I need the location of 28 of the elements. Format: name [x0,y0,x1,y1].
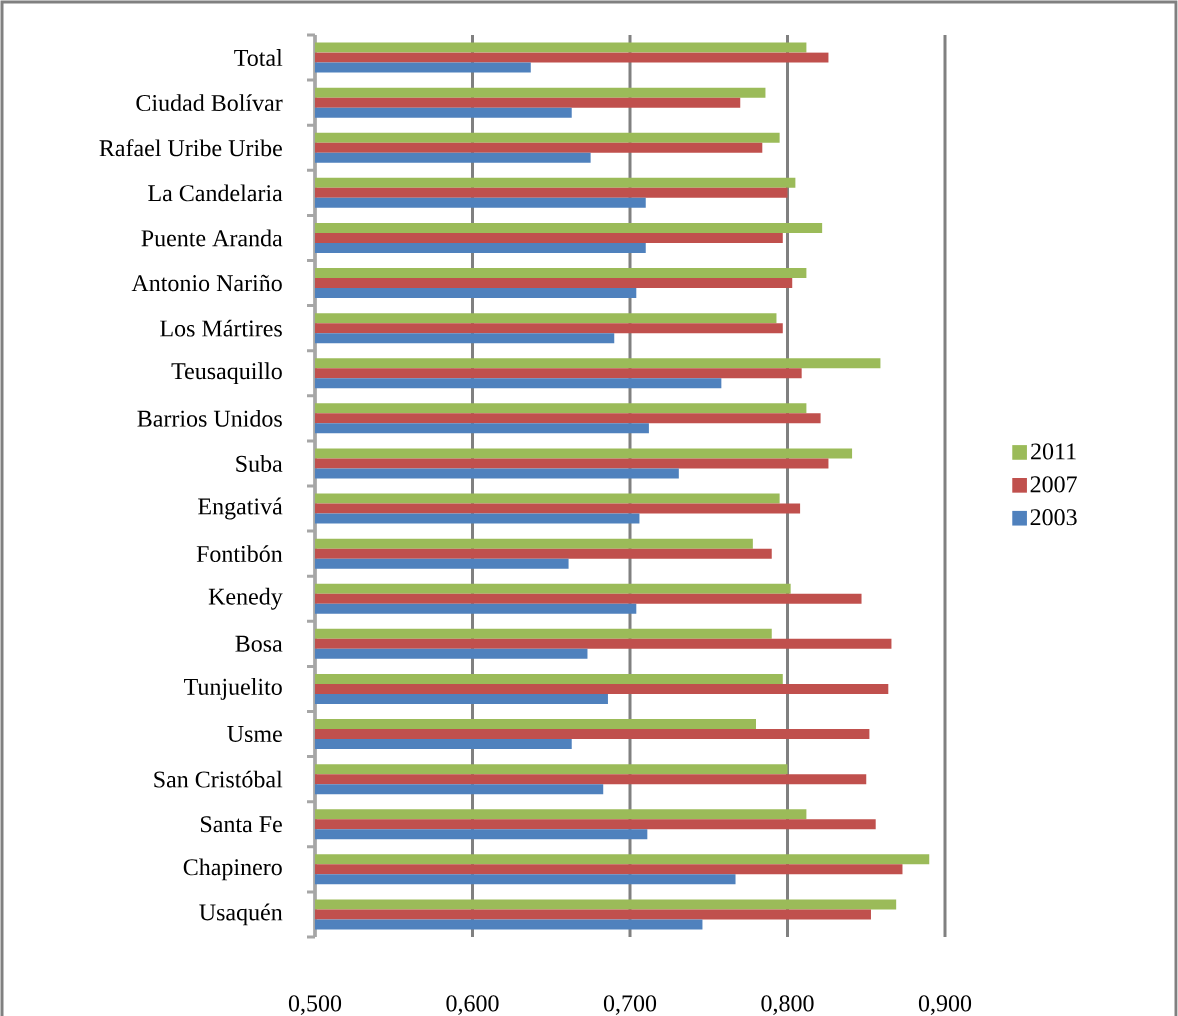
y-tick-label: Usme [227,726,282,743]
y-tick-label: Teusaquillo [171,362,282,385]
x-tick-label: 0,700 [603,995,657,1015]
y-tick-label: Puente Aranda [141,229,283,247]
y-tick-label: Engativá [198,497,283,520]
y-tick-label: Rafael Uribe Uribe [99,139,282,157]
legend-label: 2003 [1030,509,1077,526]
y-tick-label: Antonio Nariño [131,274,282,292]
y-tick-label: Santa Fe [201,816,282,833]
x-tick-label: 0,500 [288,995,342,1015]
y-tick-label: Barrios Unidos [137,409,282,427]
y-tick-label: Tunjuelito [184,678,282,700]
y-tick-label: Total [234,49,283,66]
y-tick-label: Los Mártires [160,319,282,337]
x-tick-label: 0,800 [761,995,814,1015]
legend-label: 2007 [1030,476,1077,493]
y-tick-label: La Candelaria [148,184,283,202]
y-tick-label: San Cristóbal [154,770,283,788]
y-tick-label: Suba [236,454,283,472]
y-tick-label: Ciudad Bolívar [136,94,283,112]
x-tick-label: 0,600 [446,995,499,1015]
x-tick-label: 0,900 [918,995,972,1015]
y-tick-label: Fontibón [196,545,283,563]
legend-label: 2011 [1031,443,1076,460]
y-tick-label: Bosa [235,635,283,652]
y-tick-label: Usaquén [199,903,283,926]
y-tick-label: Kenedy [208,587,283,610]
y-tick-label: Chapinero [183,858,282,881]
